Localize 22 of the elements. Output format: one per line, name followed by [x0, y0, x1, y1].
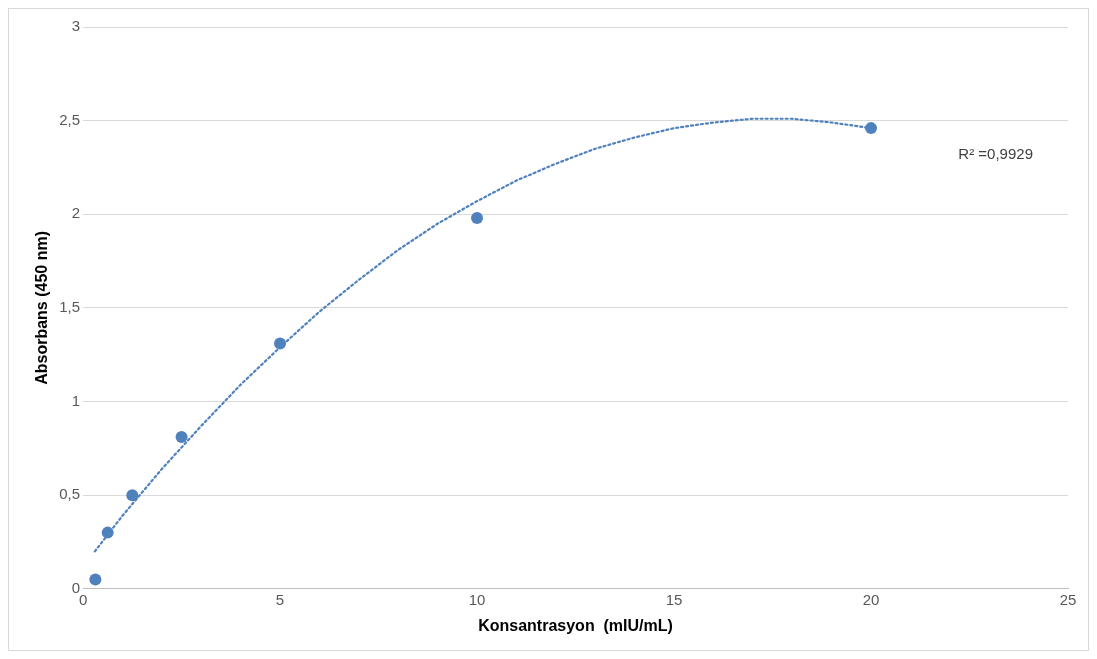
point [471, 212, 484, 225]
x-tick-label: 15 [665, 590, 683, 608]
point [126, 489, 139, 502]
x-axis-title: Konsantrasyon (mIU/mL) [478, 616, 673, 634]
point [274, 337, 287, 350]
point [865, 122, 878, 135]
y-tick-label: 0,5 [59, 485, 81, 503]
x-tick-label: 20 [862, 590, 880, 608]
y-tick-label: 2 [71, 204, 81, 222]
y-tick-label: 2,5 [59, 110, 81, 128]
point [89, 573, 102, 586]
x-tick-label: 25 [1059, 590, 1077, 608]
x-tick-label: 5 [275, 590, 285, 608]
y-tick-label: 0 [71, 578, 81, 596]
y-tick-label: 1,5 [59, 298, 81, 316]
x-tick-label: 10 [468, 590, 486, 608]
point [101, 526, 114, 539]
annotation: R² =0,9929 [958, 145, 1033, 163]
y-tick-label: 1 [71, 391, 81, 409]
point [175, 431, 188, 444]
y-axis-title: Absorbans (450 nm) [33, 230, 51, 385]
y-tick-label: 3 [71, 17, 81, 35]
